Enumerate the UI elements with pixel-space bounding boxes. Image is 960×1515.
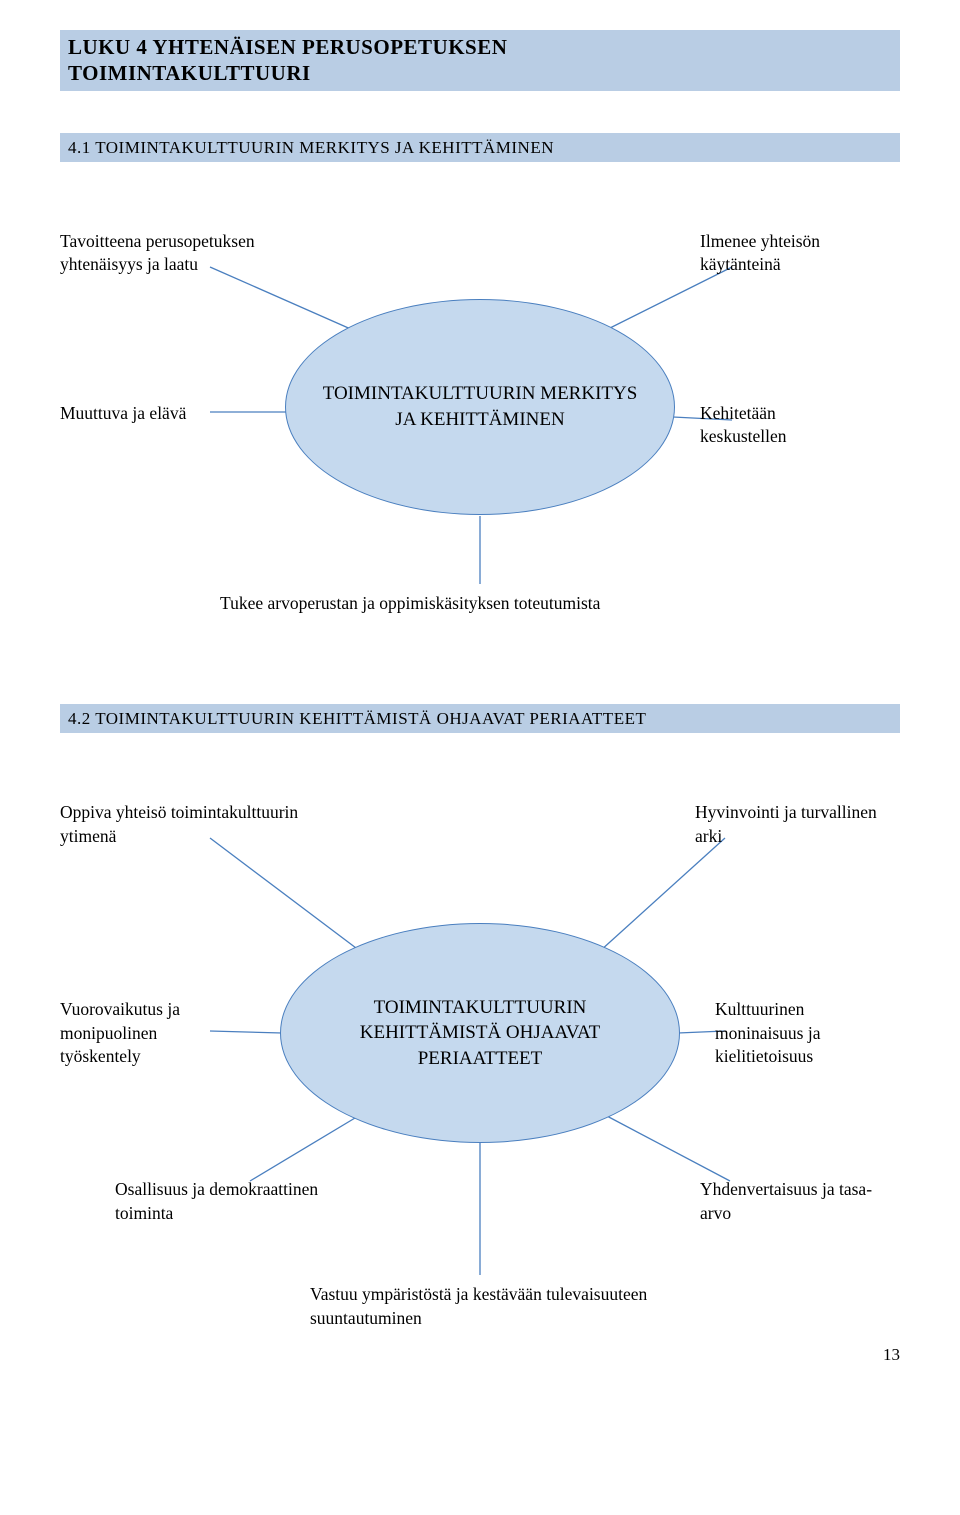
chapter-title-banner: LUKU 4 YHTENÄISEN PERUSOPETUKSEN TOIMINT…	[60, 30, 900, 91]
label-top-left: Tavoitteena perusopetuksen yhtenäisyys j…	[60, 230, 320, 277]
label-low-left-2: Osallisuus ja demokraattinen toiminta	[115, 1178, 355, 1225]
label-low-right-2: Yhdenvertaisuus ja tasa-arvo	[700, 1178, 900, 1225]
diagram-4-2: TOIMINTAKULTTUURIN KEHITTÄMISTÄ OHJAAVAT…	[60, 783, 900, 1353]
label-top-right: Ilmenee yhteisön käytänteinä	[700, 230, 900, 277]
page: LUKU 4 YHTENÄISEN PERUSOPETUKSEN TOIMINT…	[0, 0, 960, 1383]
diagram-4-1-ellipse-text: TOIMINTAKULTTUURIN MERKITYS JA KEHITTÄMI…	[286, 381, 674, 432]
label-mid-left: Muuttuva ja elävä	[60, 402, 240, 426]
section-4-2-banner: 4.2 TOIMINTAKULTTUURIN KEHITTÄMISTÄ OHJA…	[60, 704, 900, 733]
chapter-title-line2: TOIMINTAKULTTUURI	[68, 61, 311, 85]
label-top-right-2: Hyvinvointi ja turvallinen arki	[695, 801, 895, 848]
diagram-4-1-ellipse: TOIMINTAKULTTUURIN MERKITYS JA KEHITTÄMI…	[285, 299, 675, 515]
diagram-4-1: TOIMINTAKULTTUURIN MERKITYS JA KEHITTÄMI…	[60, 212, 900, 662]
diagram-4-2-ellipse: TOIMINTAKULTTUURIN KEHITTÄMISTÄ OHJAAVAT…	[280, 923, 680, 1143]
label-bottom: Tukee arvoperustan ja oppimiskäsityksen …	[220, 592, 780, 616]
label-mid-right: Kehitetään keskustellen	[700, 402, 860, 449]
label-bottom-2: Vastuu ympäristöstä ja kestävään tulevai…	[310, 1283, 680, 1330]
diagram-4-2-ellipse-text: TOIMINTAKULTTUURIN KEHITTÄMISTÄ OHJAAVAT…	[281, 995, 679, 1072]
chapter-title-line1: LUKU 4 YHTENÄISEN PERUSOPETUKSEN	[68, 35, 507, 59]
section-4-1-banner: 4.1 TOIMINTAKULTTUURIN MERKITYS JA KEHIT…	[60, 133, 900, 162]
label-mid-right-2: Kulttuurinen moninaisuus ja kielitietois…	[715, 998, 895, 1069]
label-mid-left-2: Vuorovaikutus ja monipuolinen työskentel…	[60, 998, 240, 1069]
label-top-left-2: Oppiva yhteisö toimintakulttuurin ytimen…	[60, 801, 320, 848]
